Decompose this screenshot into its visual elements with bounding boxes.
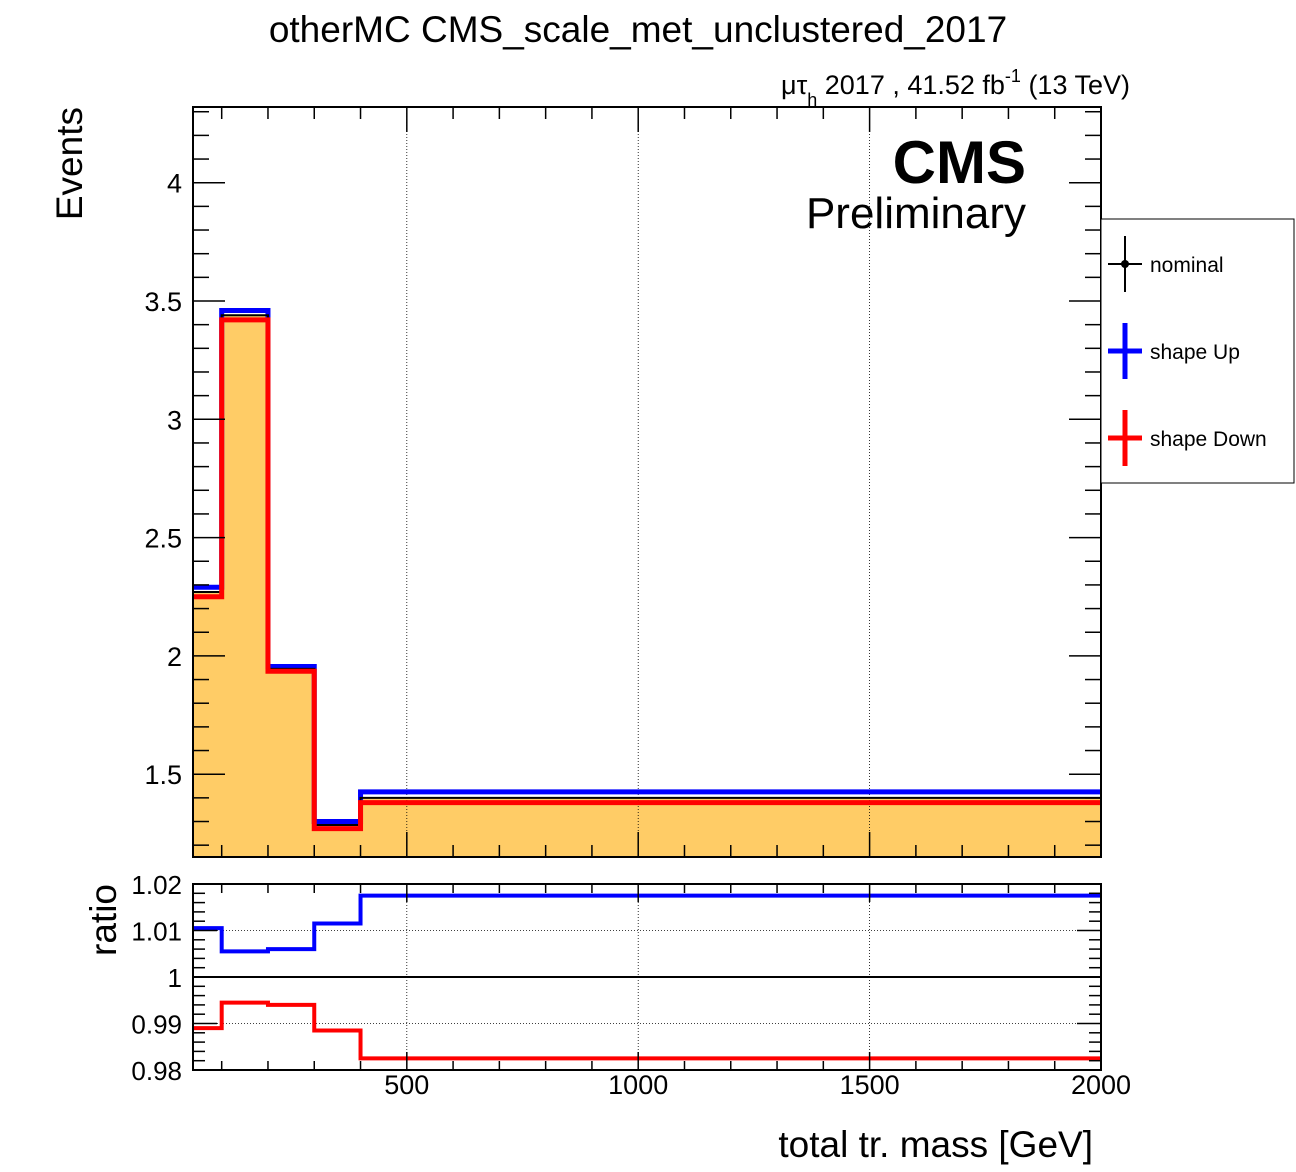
- main-ytick-label: 2: [167, 642, 182, 672]
- main-ytick-label: 1.5: [144, 760, 182, 790]
- ratio-ytick-label: 1.02: [131, 870, 182, 900]
- lumi-sup: -1: [1005, 66, 1021, 86]
- xtick-label: 1000: [608, 1070, 668, 1100]
- legend-label: shape Down: [1150, 428, 1267, 451]
- ratio-line-shape-up: [193, 893, 1101, 954]
- ratio-plot: 0.98 0.99 1 1.01 1.02 500 1000 1500 2000: [131, 870, 1131, 1100]
- ratio-y-axis-label: ratio: [83, 884, 124, 956]
- ratio-axis-ticks: 0.98 0.99 1 1.01 1.02 500 1000 1500 2000: [131, 870, 1131, 1100]
- legend-marker-dot: [1121, 260, 1129, 268]
- ratio-ytick-label: 1.01: [131, 917, 182, 947]
- series-line-shape-down: [193, 317, 1101, 832]
- x-axis-label: total tr. mass [GeV]: [778, 1124, 1093, 1165]
- main-axis-ticks: 1.5 2 2.5 3 3.5 4: [144, 107, 1102, 857]
- xtick-label: 1500: [840, 1070, 900, 1100]
- ratio-grid: [193, 884, 1101, 1070]
- ratio-series-lines: [193, 893, 1101, 1061]
- main-vertical-grid: [406, 107, 871, 857]
- legend-label: nominal: [1150, 254, 1224, 277]
- main-ytick-label: 3.5: [144, 287, 182, 317]
- main-ytick-label: 4: [167, 169, 182, 199]
- cms-sublabel: Preliminary: [806, 189, 1026, 238]
- series-line-shape-up: [193, 307, 1101, 825]
- xtick-label: 500: [384, 1070, 429, 1100]
- main-series-lines: [193, 307, 1101, 832]
- legend-label: shape Up: [1150, 341, 1240, 364]
- series-line-nominal: [193, 314, 1101, 827]
- xtick-label: 2000: [1071, 1070, 1131, 1100]
- legend-items: nominal shape Up shape Down: [1108, 236, 1267, 466]
- ratio-ytick-label: 1: [168, 963, 182, 993]
- ratio-ytick-label: 0.98: [131, 1056, 182, 1086]
- chart-title: otherMC CMS_scale_met_unclustered_2017: [269, 9, 1007, 50]
- main-plot: 1.5 2 2.5 3 3.5 4: [144, 106, 1102, 858]
- ratio-line-shape-down: [193, 1000, 1101, 1061]
- nominal-fill-group: [193, 315, 1101, 857]
- lumi-sub: h: [807, 90, 817, 110]
- legend: nominal shape Up shape Down: [1100, 218, 1295, 484]
- lumi-energy: (13 TeV): [1021, 70, 1130, 100]
- main-ytick-label: 3: [167, 405, 182, 435]
- ratio-ytick-label: 0.99: [131, 1010, 182, 1040]
- cms-label: CMS: [893, 129, 1026, 196]
- lumi-label: μτh 2017 , 41.52 fb-1 (13 TeV): [781, 66, 1130, 110]
- lumi-mu: μ: [781, 70, 797, 100]
- main-ytick-label: 2.5: [144, 524, 182, 554]
- nominal-fill: [193, 315, 1101, 857]
- lumi-tau: τ: [797, 70, 808, 100]
- main-y-axis-label: Events: [49, 107, 90, 220]
- lumi-text: 2017 , 41.52 fb: [817, 70, 1005, 100]
